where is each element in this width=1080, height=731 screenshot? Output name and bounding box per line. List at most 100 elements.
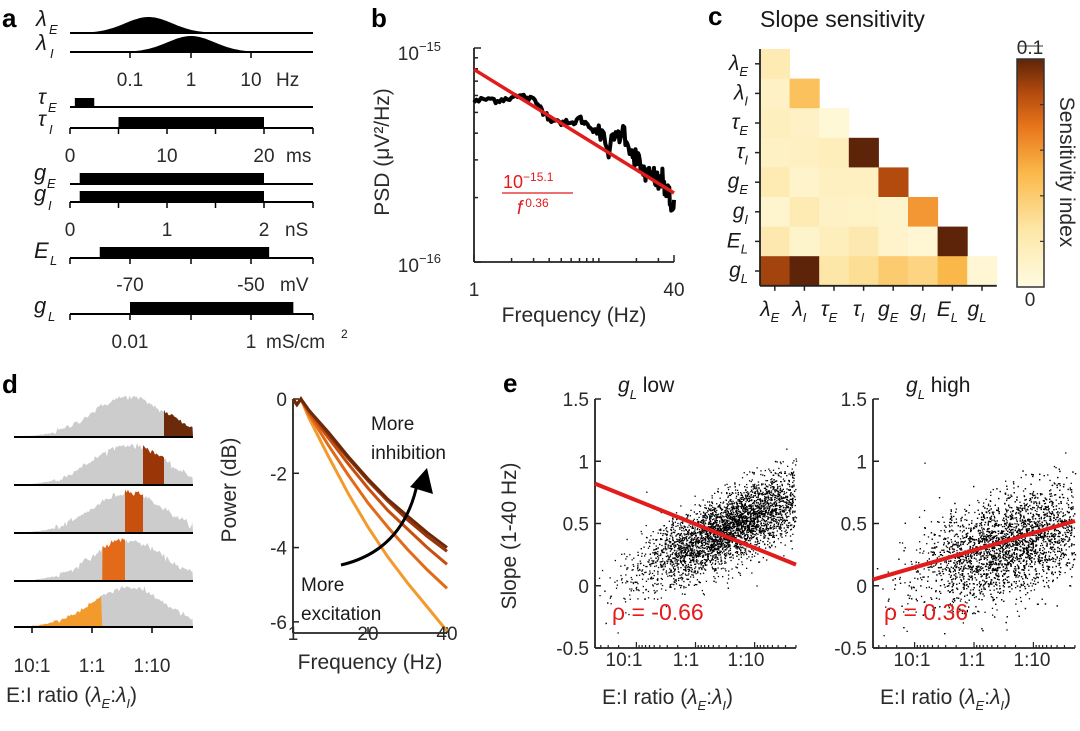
lambda-i-row: λ I	[35, 30, 313, 61]
scatter-point	[771, 482, 773, 485]
scatter-point	[631, 569, 633, 571]
scatter-point	[667, 544, 669, 546]
scatter-point	[777, 538, 780, 540]
scatter-point	[702, 530, 704, 532]
scatter-point	[752, 511, 755, 513]
scatter-point	[754, 504, 756, 506]
scatter-point	[786, 516, 788, 518]
scatter-point	[748, 556, 750, 558]
gl-sub: L	[48, 309, 55, 324]
scatter-point	[691, 552, 693, 554]
scatter-point	[712, 511, 714, 514]
scatter-point	[653, 549, 655, 551]
scatter-point	[734, 525, 736, 528]
scatter-point	[763, 519, 765, 521]
scatter-point	[704, 562, 706, 564]
scatter-point	[705, 560, 708, 563]
scatter-point	[740, 534, 742, 536]
e-right-scatter	[872, 398, 1077, 649]
scatter-point	[702, 511, 705, 513]
scatter-point	[679, 545, 681, 547]
scatter-point	[745, 539, 747, 542]
scatter-point	[697, 520, 700, 523]
scatter-point	[756, 502, 758, 504]
scatter-point	[655, 552, 657, 555]
scatter-point	[676, 564, 679, 566]
scatter-point	[773, 481, 775, 483]
scatter-point	[778, 491, 780, 493]
scatter-point	[704, 561, 706, 564]
scatter-point	[769, 514, 771, 516]
scatter-point	[765, 510, 767, 512]
scatter-point	[783, 506, 785, 509]
c-col-label-sub: L	[951, 310, 958, 325]
b-ytick-bottom: 10−16	[398, 251, 441, 277]
scatter-point	[694, 504, 696, 506]
scatter-point	[708, 553, 711, 555]
scatter-point	[687, 547, 689, 550]
scatter-point	[795, 458, 797, 460]
scatter-point	[779, 525, 782, 527]
scatter-point	[725, 513, 727, 516]
scatter-point	[787, 489, 790, 491]
scatter-point	[621, 553, 623, 555]
scatter-point	[683, 538, 686, 540]
scatter-point	[740, 531, 743, 534]
scatter-point	[706, 515, 708, 518]
scatter-point	[743, 506, 745, 508]
scatter-point	[708, 540, 710, 542]
b-fit-num-base: 10	[503, 172, 523, 192]
scatter-point	[665, 549, 667, 551]
scatter-point	[727, 504, 729, 506]
scatter-point	[685, 566, 687, 568]
scatter-point	[695, 543, 697, 545]
scatter-point	[696, 559, 698, 561]
scatter-point	[683, 525, 685, 527]
scatter-point	[728, 528, 730, 530]
b-axes	[473, 47, 675, 263]
scatter-point	[753, 522, 755, 525]
scatter-point	[686, 547, 688, 549]
scatter-point	[781, 522, 783, 524]
scatter-point	[761, 524, 763, 527]
scatter-point	[681, 593, 684, 595]
scatter-point	[775, 527, 777, 529]
scatter-point	[668, 556, 670, 558]
scatter-point	[686, 540, 688, 542]
scatter-point	[788, 489, 790, 491]
scatter-point	[739, 511, 741, 513]
scatter-point	[695, 553, 697, 555]
scatter-point	[759, 530, 761, 532]
scatter-point	[688, 529, 690, 532]
scatter-point	[730, 510, 732, 512]
scatter-point	[728, 570, 730, 572]
scatter-point	[748, 516, 750, 519]
scatter-point	[685, 574, 687, 576]
scatter-point	[694, 563, 697, 565]
scatter-point	[742, 517, 744, 519]
scatter-point	[730, 556, 732, 558]
scatter-point	[679, 534, 682, 536]
scatter-point	[714, 569, 716, 571]
scatter-point	[646, 565, 648, 568]
scatter-point	[792, 533, 794, 535]
scatter-point	[792, 511, 794, 513]
scatter-point	[724, 546, 727, 548]
lambda-e-distribution	[70, 17, 313, 33]
scatter-point	[766, 525, 768, 527]
scatter-point	[748, 480, 751, 482]
scatter-point	[744, 504, 747, 506]
scatter-point	[757, 512, 760, 514]
scatter-point	[687, 534, 690, 536]
scatter-point	[726, 516, 728, 519]
scatter-point	[642, 574, 645, 576]
scatter-point	[756, 522, 759, 524]
scatter-point	[676, 565, 678, 567]
scatter-point	[764, 495, 766, 498]
scatter-point	[760, 493, 762, 495]
scatter-point	[720, 517, 722, 519]
scatter-point	[752, 536, 755, 538]
c-col-label-sub: E	[890, 310, 899, 325]
scatter-point	[716, 556, 719, 559]
scatter-point	[711, 557, 713, 560]
